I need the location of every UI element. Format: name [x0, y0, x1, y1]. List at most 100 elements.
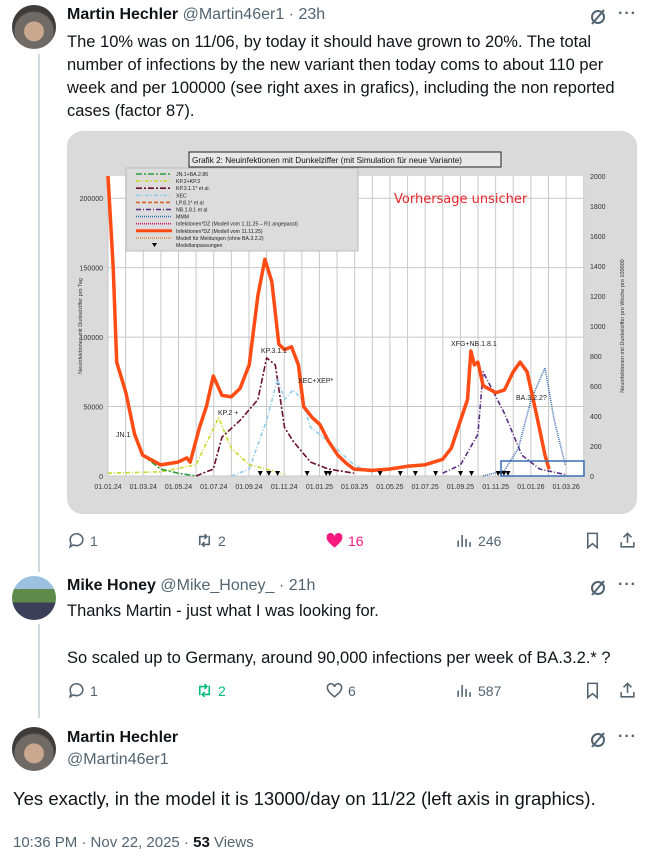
y-tick-right: 1200	[590, 294, 606, 301]
series-line-infektionen-dz-modell-vom-11-11-25-	[106, 175, 551, 473]
x-tick: 01.01.25	[306, 484, 333, 491]
model-adjustment-marker	[275, 471, 281, 476]
x-tick: 01.05.24	[165, 484, 192, 491]
more-options-icon[interactable]: ···	[618, 728, 637, 745]
reply-count: 1	[90, 682, 98, 699]
views-icon	[457, 534, 471, 547]
thread-connector	[38, 54, 40, 572]
timestamp[interactable]: 10:36 PM · Nov 22, 2025 ·	[13, 834, 194, 851]
x-tick: 01.05.25	[376, 484, 403, 491]
tweet-text: The 10% was on 11/06, by today it should…	[67, 33, 615, 120]
repost-button[interactable]: 2	[195, 681, 226, 700]
model-adjustment-marker	[412, 471, 418, 476]
model-adjustment-marker	[433, 471, 439, 476]
tweet-header: Martin Hechler @Martin46er1 · 23h	[67, 6, 326, 23]
display-name[interactable]: Martin Hechler	[67, 729, 179, 746]
legend-label: KP.3.1.1* et al.	[176, 186, 210, 192]
thread-connector	[38, 624, 40, 718]
view-count: 246	[478, 532, 502, 549]
y-tick-left: 100000	[80, 335, 103, 342]
y-tick-left: 0	[99, 474, 103, 481]
chart-annotation: BA.3.2.2?	[516, 395, 547, 402]
legend-label: MMM	[176, 215, 189, 221]
grok-icon[interactable]	[588, 7, 608, 27]
avatar[interactable]	[12, 5, 56, 49]
highlight-box	[500, 460, 585, 477]
model-adjustment-marker	[266, 471, 272, 476]
series-line-mmm	[482, 366, 567, 477]
timestamp[interactable]: 23h	[298, 6, 326, 23]
more-options-icon[interactable]: ···	[618, 5, 637, 22]
x-tick: 01.11.25	[482, 484, 509, 491]
like-button[interactable]: 6	[325, 681, 356, 700]
x-tick: 01.01.24	[94, 484, 121, 491]
bookmark-button[interactable]	[583, 531, 602, 550]
share-button[interactable]	[618, 531, 637, 550]
y-tick-right: 0	[590, 474, 594, 481]
legend-marker-icon	[152, 243, 157, 247]
chart-title: Grafik 2: Neuinfektionen mit Dunkelziffe…	[192, 156, 462, 165]
reply-button[interactable]: 1	[67, 531, 98, 550]
repost-count: 2	[218, 532, 226, 549]
chart-svg: 0 50000 100000 150000 200000 0 200 400 600 800 100…	[78, 151, 626, 491]
legend-label: Modellanpassungen	[176, 243, 223, 249]
x-tick: 01.03.24	[130, 484, 157, 491]
share-icon	[620, 682, 635, 698]
repost-count: 2	[218, 682, 226, 699]
x-tick: 01.07.25	[412, 484, 439, 491]
views-button[interactable]: 587	[455, 681, 501, 700]
reply-icon	[68, 682, 84, 699]
model-adjustment-marker	[377, 471, 383, 476]
series-line-kp-2-kp-3	[107, 416, 285, 476]
y-axis-label-left: Neuinfektionen mit Dunkelziffer pro Tag	[78, 278, 84, 374]
handle[interactable]: @Martin46er1	[67, 751, 169, 768]
handle[interactable]: @Mike_Honey_	[160, 577, 275, 594]
like-button[interactable]: 16	[325, 531, 364, 550]
grok-icon[interactable]	[588, 578, 608, 598]
model-adjustment-marker	[327, 471, 333, 476]
model-adjustment-marker	[257, 471, 263, 476]
handle[interactable]: @Martin46er1	[182, 6, 285, 23]
view-count: 587	[478, 682, 502, 699]
tweet-media-chart[interactable]: 0 50000 100000 150000 200000 0 200 400 600 800 100…	[67, 131, 637, 514]
y-tick-right: 600	[590, 384, 602, 391]
bookmark-icon	[586, 682, 599, 700]
views-button[interactable]: 246	[455, 531, 501, 550]
tweet-text: Thanks Martin - just what I was looking …	[67, 602, 379, 620]
grok-icon[interactable]	[588, 730, 608, 750]
timestamp[interactable]: 21h	[288, 577, 316, 594]
y-tick-right: 1600	[590, 234, 606, 241]
legend-label: LP.8.1* et al	[176, 200, 204, 206]
repost-button[interactable]: 2	[195, 531, 226, 550]
reply-button[interactable]: 1	[67, 681, 98, 700]
chart-annotation: XFG+NB.1.8.1	[451, 341, 497, 348]
avatar[interactable]	[12, 576, 56, 620]
chart-annotation: KP.2 +	[218, 410, 238, 417]
x-tick: 01.03.25	[341, 484, 368, 491]
share-icon	[620, 532, 635, 548]
heart-filled-icon	[326, 532, 343, 548]
forecast-annotation: Vorhersage unsicher	[394, 192, 528, 207]
like-count: 16	[348, 532, 364, 549]
chart-annotation: KP.3.1.1	[261, 348, 287, 355]
model-adjustment-marker	[505, 471, 511, 476]
bookmark-button[interactable]	[583, 681, 602, 700]
x-tick: 01.09.24	[235, 484, 262, 491]
tweet-header: Mike Honey @Mike_Honey_ · 21h	[67, 577, 316, 594]
avatar[interactable]	[12, 727, 56, 771]
tweet-meta: 10:36 PM · Nov 22, 2025 · 53 Views	[13, 834, 254, 851]
x-tick: 01.01.26	[517, 484, 544, 491]
reply-icon	[68, 532, 84, 549]
y-tick-right: 2000	[590, 174, 606, 181]
legend-label: KP.2+KP.3	[176, 179, 200, 185]
views-label: Views	[209, 834, 254, 851]
share-button[interactable]	[618, 681, 637, 700]
display-name[interactable]: Martin Hechler	[67, 6, 179, 23]
repost-icon	[198, 683, 211, 698]
series-line-xec	[231, 378, 373, 477]
display-name[interactable]: Mike Honey	[67, 577, 156, 594]
more-options-icon[interactable]: ···	[618, 576, 637, 593]
legend-label: Modell für Meldungen (ohne BA.3.2.2)	[176, 236, 264, 242]
view-count: 53	[193, 834, 210, 851]
y-tick-right: 200	[590, 444, 602, 451]
